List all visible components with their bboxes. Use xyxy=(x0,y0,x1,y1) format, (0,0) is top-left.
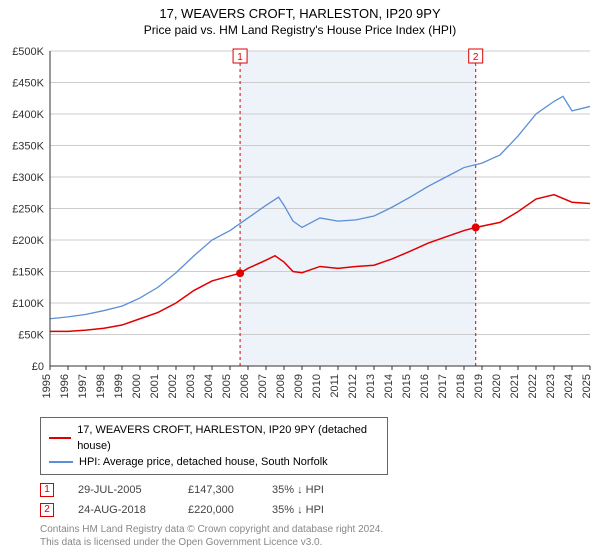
legend-label: HPI: Average price, detached house, Sout… xyxy=(79,454,328,470)
event-price: £220,000 xyxy=(188,504,248,516)
svg-text:1999: 1999 xyxy=(113,374,125,398)
svg-text:2016: 2016 xyxy=(419,374,431,398)
svg-text:1: 1 xyxy=(237,52,243,63)
svg-text:2018: 2018 xyxy=(455,374,467,398)
chart-title: 17, WEAVERS CROFT, HARLESTON, IP20 9PY xyxy=(0,0,600,21)
svg-text:£450K: £450K xyxy=(12,78,44,90)
svg-text:2025: 2025 xyxy=(581,374,593,398)
svg-text:2009: 2009 xyxy=(293,374,305,398)
svg-text:2019: 2019 xyxy=(473,374,485,398)
svg-text:1997: 1997 xyxy=(77,374,89,398)
chart-container: 17, WEAVERS CROFT, HARLESTON, IP20 9PY P… xyxy=(0,0,600,560)
legend-box: 17, WEAVERS CROFT, HARLESTON, IP20 9PY (… xyxy=(40,417,388,475)
chart-subtitle: Price paid vs. HM Land Registry's House … xyxy=(0,21,600,41)
svg-text:2017: 2017 xyxy=(437,374,449,398)
legend-item-property: 17, WEAVERS CROFT, HARLESTON, IP20 9PY (… xyxy=(49,422,379,454)
svg-text:2024: 2024 xyxy=(563,374,575,398)
svg-text:£50K: £50K xyxy=(18,330,44,342)
legend-swatch xyxy=(49,461,73,463)
footer-attribution: Contains HM Land Registry data © Crown c… xyxy=(40,523,600,549)
svg-text:2022: 2022 xyxy=(527,374,539,398)
svg-text:2012: 2012 xyxy=(347,374,359,398)
svg-text:2008: 2008 xyxy=(275,374,287,398)
footer-line: Contains HM Land Registry data © Crown c… xyxy=(40,523,600,536)
event-date: 24-AUG-2018 xyxy=(78,504,164,516)
svg-text:2015: 2015 xyxy=(401,374,413,398)
svg-text:2021: 2021 xyxy=(509,374,521,398)
svg-text:1996: 1996 xyxy=(59,374,71,398)
event-price: £147,300 xyxy=(188,484,248,496)
svg-text:2005: 2005 xyxy=(221,374,233,398)
svg-text:£500K: £500K xyxy=(12,46,44,58)
svg-text:£250K: £250K xyxy=(12,204,44,216)
event-date: 29-JUL-2005 xyxy=(78,484,164,496)
event-marker-icon: 2 xyxy=(40,503,54,517)
svg-text:£400K: £400K xyxy=(12,109,44,121)
chart-svg: £0 £50K £100K £150K £200K £250K £300K £350K £400… xyxy=(0,41,600,411)
events-list: 1 29-JUL-2005 £147,300 35% ↓ HPI 2 24-AU… xyxy=(40,483,600,517)
svg-text:£350K: £350K xyxy=(12,141,44,153)
chart-plot-area: £0 £50K £100K £150K £200K £250K £300K £350K £400… xyxy=(0,41,600,411)
event-row: 2 24-AUG-2018 £220,000 35% ↓ HPI xyxy=(40,503,600,517)
svg-text:1995: 1995 xyxy=(41,374,53,398)
svg-text:2020: 2020 xyxy=(491,374,503,398)
svg-text:2014: 2014 xyxy=(383,374,395,398)
svg-text:2001: 2001 xyxy=(149,374,161,398)
svg-text:£100K: £100K xyxy=(12,298,44,310)
legend-swatch xyxy=(49,437,71,439)
svg-text:£0: £0 xyxy=(32,361,44,373)
svg-text:2007: 2007 xyxy=(257,374,269,398)
svg-text:2010: 2010 xyxy=(311,374,323,398)
event-marker-icon: 1 xyxy=(40,483,54,497)
svg-text:2: 2 xyxy=(473,52,479,63)
legend-label: 17, WEAVERS CROFT, HARLESTON, IP20 9PY (… xyxy=(77,422,379,454)
legend-item-hpi: HPI: Average price, detached house, Sout… xyxy=(49,454,379,470)
svg-text:1998: 1998 xyxy=(95,374,107,398)
svg-text:2000: 2000 xyxy=(131,374,143,398)
svg-text:£200K: £200K xyxy=(12,235,44,247)
svg-text:2013: 2013 xyxy=(365,374,377,398)
svg-text:2004: 2004 xyxy=(203,374,215,398)
event-relative: 35% ↓ HPI xyxy=(272,484,324,496)
svg-text:2002: 2002 xyxy=(167,374,179,398)
svg-text:2003: 2003 xyxy=(185,374,197,398)
svg-text:£300K: £300K xyxy=(12,172,44,184)
event-relative: 35% ↓ HPI xyxy=(272,504,324,516)
footer-line: This data is licensed under the Open Gov… xyxy=(40,536,600,549)
event-row: 1 29-JUL-2005 £147,300 35% ↓ HPI xyxy=(40,483,600,497)
svg-text:2023: 2023 xyxy=(545,374,557,398)
svg-text:£150K: £150K xyxy=(12,267,44,279)
svg-text:2006: 2006 xyxy=(239,374,251,398)
svg-text:2011: 2011 xyxy=(329,374,341,398)
